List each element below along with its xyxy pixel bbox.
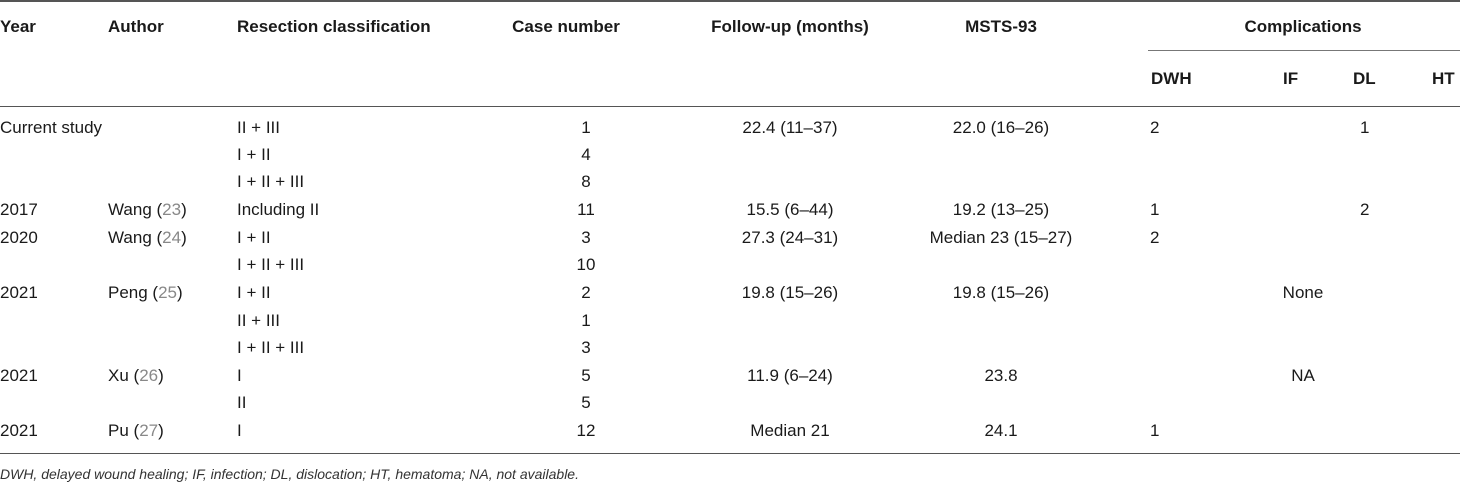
- author-paren: ): [181, 200, 187, 219]
- cell-resection: II: [237, 393, 247, 412]
- reference-link[interactable]: 26: [139, 366, 159, 385]
- cell-resection: I + II + III: [237, 338, 305, 357]
- reference-link[interactable]: 24: [162, 228, 182, 247]
- cell-cases: 3: [581, 338, 591, 357]
- cell-year: 2017: [0, 200, 38, 219]
- header-ht: HT: [1432, 69, 1455, 88]
- author-name: Pu (: [108, 421, 140, 440]
- header-follow-up: Follow-up (months): [711, 17, 869, 36]
- reference-link[interactable]: 25: [158, 283, 178, 302]
- cell-msts: 19.2 (13–25): [952, 200, 1050, 219]
- cell-author: Wang (24): [108, 228, 187, 248]
- cell-msts: 24.1: [984, 421, 1018, 440]
- cell-cases: 1: [581, 118, 591, 137]
- cell-follow-up: 11.9 (6–24): [747, 366, 833, 385]
- cell-cases: 5: [581, 393, 591, 412]
- cell-cases: 11: [577, 200, 595, 219]
- cell-resection: II + III: [237, 311, 280, 330]
- cell-year: 2021: [0, 421, 38, 440]
- cell-resection: I + II: [237, 228, 271, 247]
- cell-msts: 19.8 (15–26): [952, 283, 1050, 302]
- cell-dwh: 2: [1150, 228, 1160, 247]
- header-if: IF: [1283, 69, 1299, 88]
- cell-author: Current study: [0, 118, 102, 138]
- author-name: Current study: [0, 118, 103, 137]
- header-resection: Resection classification: [237, 17, 431, 36]
- cell-dwh: 1: [1150, 200, 1160, 219]
- cell-dwh: 2: [1150, 118, 1160, 137]
- author-paren: ): [158, 421, 164, 440]
- cell-cases: 8: [581, 172, 591, 191]
- header-dl: DL: [1353, 69, 1376, 88]
- cell-follow-up: 22.4 (11–37): [742, 118, 838, 137]
- cell-follow-up: 19.8 (15–26): [741, 283, 839, 302]
- cell-year: 2021: [0, 283, 38, 302]
- top-rule: [0, 0, 1460, 2]
- cell-follow-up: Median 21: [750, 421, 830, 440]
- cell-cases: 10: [576, 255, 596, 274]
- cell-year: 2020: [0, 228, 38, 247]
- author-name: Wang (: [108, 200, 163, 219]
- cell-cases: 4: [581, 145, 591, 164]
- complications-rule: [1148, 50, 1460, 51]
- cell-cases: 1: [581, 311, 591, 330]
- footnote: DWH, delayed wound healing; IF, infectio…: [0, 466, 579, 482]
- cell-resection: I + II + III: [237, 172, 305, 191]
- author-paren: ): [177, 283, 183, 302]
- cell-author: Wang (23): [108, 200, 187, 220]
- cell-dl: 1: [1360, 118, 1370, 137]
- author-name: Xu (: [108, 366, 140, 385]
- cell-author: Xu (26): [108, 366, 164, 386]
- cell-follow-up: 27.3 (24–31): [741, 228, 839, 247]
- cell-author: Peng (25): [108, 283, 183, 303]
- cell-dl: 2: [1360, 200, 1370, 219]
- reference-link[interactable]: 23: [162, 200, 182, 219]
- header-complications: Complications: [1244, 17, 1362, 36]
- bottom-rule: [0, 453, 1460, 454]
- cell-resection: Including II: [237, 200, 320, 219]
- cell-cases: 5: [581, 366, 591, 385]
- cell-author: Pu (27): [108, 421, 164, 441]
- cell-resection: I + II + III: [237, 255, 305, 274]
- header-msts: MSTS-93: [965, 17, 1037, 36]
- cell-cases: 2: [581, 283, 591, 302]
- cell-resection: I: [237, 421, 242, 440]
- header-rule: [0, 106, 1460, 107]
- cell-cases: 3: [581, 228, 591, 247]
- author-paren: ): [181, 228, 187, 247]
- cell-dwh: 1: [1150, 421, 1160, 440]
- header-author: Author: [108, 17, 164, 36]
- author-name: Wang (: [108, 228, 163, 247]
- cell-resection: II + III: [237, 118, 280, 137]
- cell-complications-span: NA: [1291, 366, 1315, 385]
- cell-msts: Median 23 (15–27): [929, 228, 1073, 247]
- reference-link[interactable]: 27: [139, 421, 159, 440]
- cell-year: 2021: [0, 366, 38, 385]
- cell-msts: 23.8: [984, 366, 1018, 385]
- cell-cases: 12: [576, 421, 596, 440]
- cell-resection: I + II: [237, 145, 271, 164]
- author-paren: ): [158, 366, 164, 385]
- cell-follow-up: 15.5 (6–44): [746, 200, 834, 219]
- cell-msts: 22.0 (16–26): [952, 118, 1050, 137]
- header-case-number: Case number: [512, 17, 620, 36]
- header-year: Year: [0, 17, 36, 36]
- header-dwh: DWH: [1151, 69, 1192, 88]
- cell-resection: I + II: [237, 283, 271, 302]
- author-name: Peng (: [108, 283, 159, 302]
- cell-resection: I: [237, 366, 242, 385]
- cell-complications-span: None: [1282, 283, 1324, 302]
